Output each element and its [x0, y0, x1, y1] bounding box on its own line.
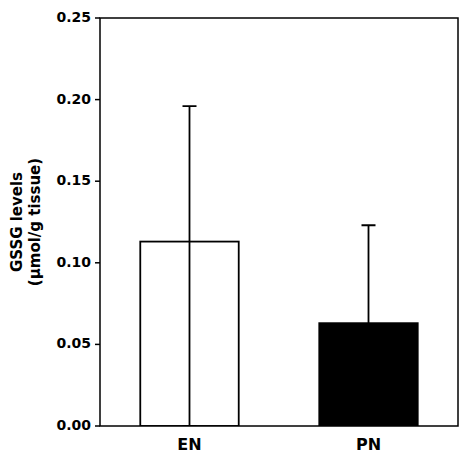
x-tick-label: PN — [356, 435, 381, 454]
y-tick — [95, 262, 100, 264]
bars — [140, 106, 417, 426]
y-axis-label: GSSG levels(μmol/g tissue) — [8, 158, 44, 286]
y-tick — [95, 344, 100, 346]
y-axis-label-line: (μmol/g tissue) — [26, 158, 44, 286]
y-tick — [95, 17, 100, 19]
x-tick-label: EN — [177, 435, 201, 454]
y-tick-label: 0.10 — [56, 254, 91, 270]
y-tick-label: 0.20 — [56, 91, 91, 107]
y-tick-label: 0.15 — [56, 172, 91, 188]
y-tick — [95, 99, 100, 101]
error-bar — [362, 225, 376, 421]
y-tick — [95, 425, 100, 427]
plot-frame — [100, 18, 458, 426]
y-axis-label-line: GSSG levels — [8, 172, 26, 272]
chart: 0.00 0.05 0.10 0.15 0.20 0.25 EN PN GSSG levels(… — [0, 0, 474, 474]
y-tick — [95, 180, 100, 182]
y-tick-label: 0.05 — [56, 335, 91, 351]
y-tick-label: 0.25 — [56, 9, 91, 25]
y-tick-label: 0.00 — [56, 417, 91, 433]
error-bar — [183, 106, 197, 426]
